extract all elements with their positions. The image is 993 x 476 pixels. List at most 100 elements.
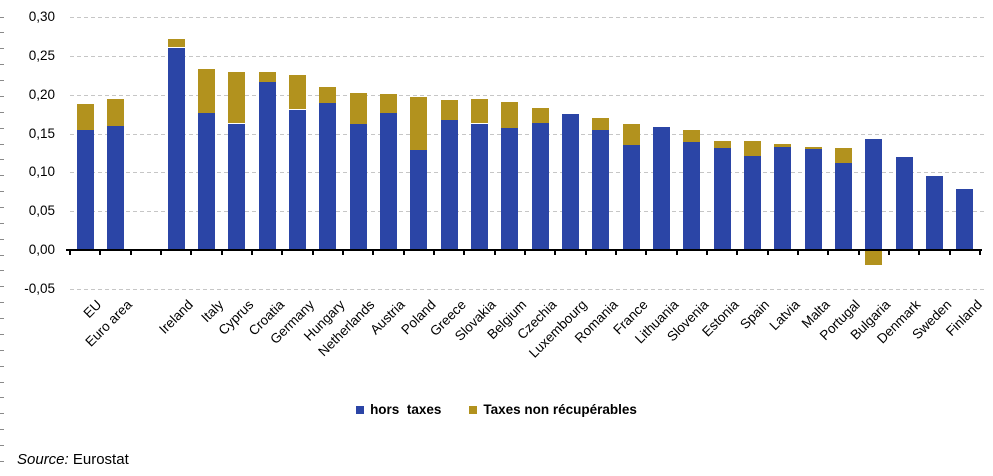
bar-segment-hors-taxes xyxy=(835,163,852,250)
x-axis-tick xyxy=(99,250,102,255)
source-note: Source: Eurostat xyxy=(17,451,129,468)
bar-segment-hors-taxes xyxy=(531,122,549,250)
bar-segment-taxes-non-recuperables xyxy=(167,38,185,48)
bar-segment-taxes-non-recuperables xyxy=(592,118,610,130)
bar-segment-taxes-non-recuperables xyxy=(865,251,883,265)
bar-segment-hors-taxes xyxy=(471,123,488,250)
x-axis-tick xyxy=(918,250,921,255)
y-axis-tick-label: 0,30 xyxy=(28,9,55,25)
y-axis-tick-label: 0,25 xyxy=(28,48,55,63)
bar-segment-taxes-non-recuperables xyxy=(76,104,94,130)
bar-segment-taxes-non-recuperables xyxy=(744,140,761,157)
bar-segment-taxes-non-recuperables xyxy=(835,147,852,164)
bar-segment-hors-taxes xyxy=(926,176,943,250)
left-edge-tick xyxy=(0,80,4,81)
bar-segment-hors-taxes xyxy=(683,142,701,250)
bar-segment-hors-taxes xyxy=(349,123,367,250)
left-edge-tick xyxy=(0,333,4,335)
bar-segment-hors-taxes xyxy=(622,145,640,250)
left-edge-tick xyxy=(0,460,4,462)
x-axis-tick xyxy=(463,250,466,255)
legend-swatch-blue xyxy=(356,405,365,414)
y-axis-tick-label: 0,00 xyxy=(28,242,55,257)
bar-segment-hors-taxes xyxy=(289,109,306,250)
gridline xyxy=(70,56,985,57)
gridline xyxy=(70,17,985,19)
legend-label: Taxes non récupérables xyxy=(483,402,637,417)
legend-swatch-gold xyxy=(469,405,478,414)
x-axis-tick xyxy=(948,250,951,255)
left-edge-tick xyxy=(0,445,4,446)
left-edge-tick xyxy=(0,206,4,208)
left-edge-tick xyxy=(0,64,4,66)
bar-segment-taxes-non-recuperables xyxy=(289,74,306,110)
bar-segment-taxes-non-recuperables xyxy=(774,143,792,147)
bar-segment-hors-taxes xyxy=(76,129,94,250)
bar-segment-taxes-non-recuperables xyxy=(440,100,458,121)
x-axis-label: EU xyxy=(80,297,105,321)
left-edge-tick xyxy=(0,111,4,113)
left-edge-tick xyxy=(0,95,4,97)
bar-segment-hors-taxes xyxy=(380,112,397,250)
left-edge-tick xyxy=(0,127,4,129)
x-axis-tick xyxy=(645,250,648,255)
x-axis-label: Latvia xyxy=(766,297,803,334)
bar-segment-taxes-non-recuperables xyxy=(410,97,428,150)
left-edge-tick xyxy=(0,365,4,367)
bar-segment-taxes-non-recuperables xyxy=(198,69,215,114)
bar-segment-hors-taxes xyxy=(592,129,610,250)
x-axis-tick xyxy=(797,250,799,255)
left-edge-tick xyxy=(0,48,4,50)
legend-item-hors-taxes: hors taxes xyxy=(356,402,441,417)
bar-segment-hors-taxes xyxy=(895,156,913,250)
gridline xyxy=(70,288,985,290)
x-axis-tick xyxy=(524,250,526,255)
bar-segment-taxes-non-recuperables xyxy=(107,98,124,126)
left-edge-tick xyxy=(0,238,4,240)
x-axis-tick xyxy=(402,250,405,255)
gridline xyxy=(70,211,985,213)
bar-segment-taxes-non-recuperables xyxy=(228,72,246,124)
x-axis-tick xyxy=(372,250,375,255)
x-axis-tick xyxy=(827,250,830,255)
x-axis-tick xyxy=(69,250,71,255)
left-edge-tick xyxy=(0,191,4,193)
x-axis-tick xyxy=(433,250,435,255)
y-axis-tick-label: 0,05 xyxy=(28,203,55,219)
left-edge-tick xyxy=(0,429,4,431)
x-axis-tick xyxy=(888,250,890,255)
x-axis-tick xyxy=(160,250,162,255)
bar-segment-hors-taxes xyxy=(501,128,519,250)
y-axis-tick-label: 0,10 xyxy=(28,164,55,180)
bar-segment-taxes-non-recuperables xyxy=(531,108,549,123)
left-edge-tick xyxy=(0,286,4,288)
x-axis-tick xyxy=(857,250,860,255)
bar-segment-hors-taxes xyxy=(410,149,428,250)
source-label: Source: xyxy=(17,451,69,468)
bar-segment-taxes-non-recuperables xyxy=(471,98,488,124)
left-edge-tick xyxy=(0,16,4,18)
x-axis-tick xyxy=(584,250,587,255)
bar-segment-hors-taxes xyxy=(258,82,276,250)
gridline xyxy=(70,133,985,135)
left-edge-tick xyxy=(0,32,4,34)
bar-segment-taxes-non-recuperables xyxy=(380,94,397,113)
bar-segment-hors-taxes xyxy=(440,120,458,250)
bar-segment-hors-taxes xyxy=(228,123,246,250)
x-axis-tick xyxy=(281,250,284,255)
left-edge-tick xyxy=(0,318,4,319)
x-axis-label: Ireland xyxy=(156,297,196,337)
legend-item-taxes-non-recuperables: Taxes non récupérables xyxy=(469,402,637,417)
bar-segment-hors-taxes xyxy=(167,47,185,250)
left-edge-tick xyxy=(0,381,4,383)
left-edge-tick xyxy=(0,397,4,399)
bar-segment-hors-taxes xyxy=(107,125,124,250)
source-value: Eurostat xyxy=(72,451,129,468)
left-edge-tick xyxy=(0,270,4,272)
left-edge-tick xyxy=(0,413,4,415)
x-axis-label: Spain xyxy=(737,297,773,333)
x-axis-tick xyxy=(675,250,678,255)
bar-segment-taxes-non-recuperables xyxy=(349,92,367,124)
left-edge-tick xyxy=(0,349,4,351)
bar-segment-hors-taxes xyxy=(774,146,792,250)
